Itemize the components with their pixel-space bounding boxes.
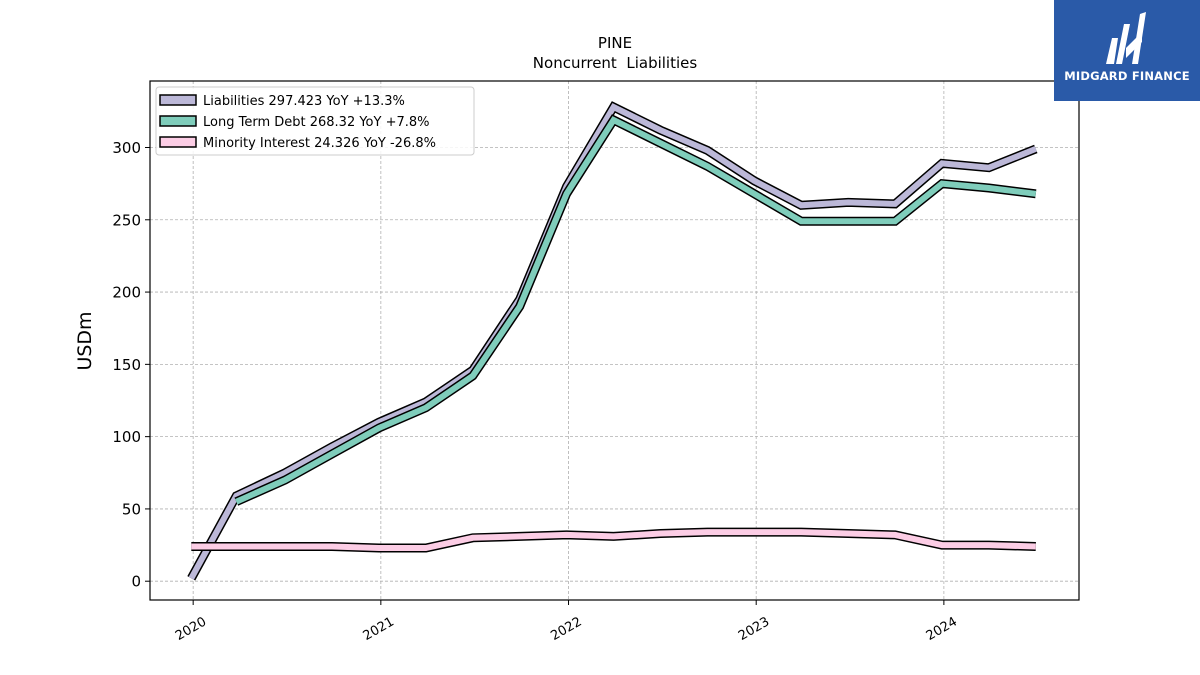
legend: Liabilities 297.423 YoY +13.3% Long Term …	[155, 86, 475, 156]
series-liabilities	[187, 101, 1038, 581]
series-outline	[187, 101, 1038, 581]
grid	[150, 81, 1079, 600]
series-line	[191, 529, 1036, 551]
y-tick-label: 300	[112, 139, 141, 157]
legend-swatch	[159, 136, 197, 148]
series-line	[235, 116, 1037, 505]
legend-label: Liabilities 297.423 YoY +13.3%	[203, 94, 405, 109]
legend-swatch	[159, 94, 197, 106]
brand-logo: MIDGARD FINANCE	[1054, 0, 1200, 101]
series-minority-interest	[191, 527, 1036, 553]
y-axis-label: USDm	[74, 311, 96, 370]
legend-label: Minority Interest 24.326 YoY -26.8%	[203, 136, 436, 151]
y-tick-label: 50	[122, 500, 141, 518]
x-tick-label: 2021	[361, 614, 397, 644]
x-tick-label: 2022	[548, 614, 584, 644]
chart-subtitle: Noncurrent Liabilities	[533, 54, 698, 72]
y-tick-label: 200	[112, 284, 141, 302]
y-tick-label: 250	[112, 211, 141, 229]
legend-box	[155, 86, 475, 156]
y-tick-label: 150	[112, 356, 141, 374]
chart-title: PINE	[598, 34, 632, 52]
legend-label: Long Term Debt 268.32 YoY +7.8%	[203, 115, 430, 130]
y-tick-label: 100	[112, 428, 141, 446]
legend-swatch	[159, 115, 197, 127]
brand-mark-icon	[1106, 12, 1146, 64]
y-tick-label: 0	[131, 573, 141, 591]
series-line	[188, 103, 1037, 580]
x-tick-label: 2024	[924, 614, 960, 644]
series-long-term-debt	[234, 114, 1037, 506]
series-layer	[187, 101, 1038, 581]
plot-frame	[149, 80, 1080, 601]
x-tick-label: 2023	[736, 614, 772, 644]
series-outline	[234, 114, 1037, 506]
brand-name: MIDGARD FINANCE	[1064, 69, 1190, 83]
x-tick-label: 2020	[173, 614, 209, 644]
axes: 0 50 100 150 200 250 300 2020 2021 2022 2023 2024	[112, 139, 960, 644]
